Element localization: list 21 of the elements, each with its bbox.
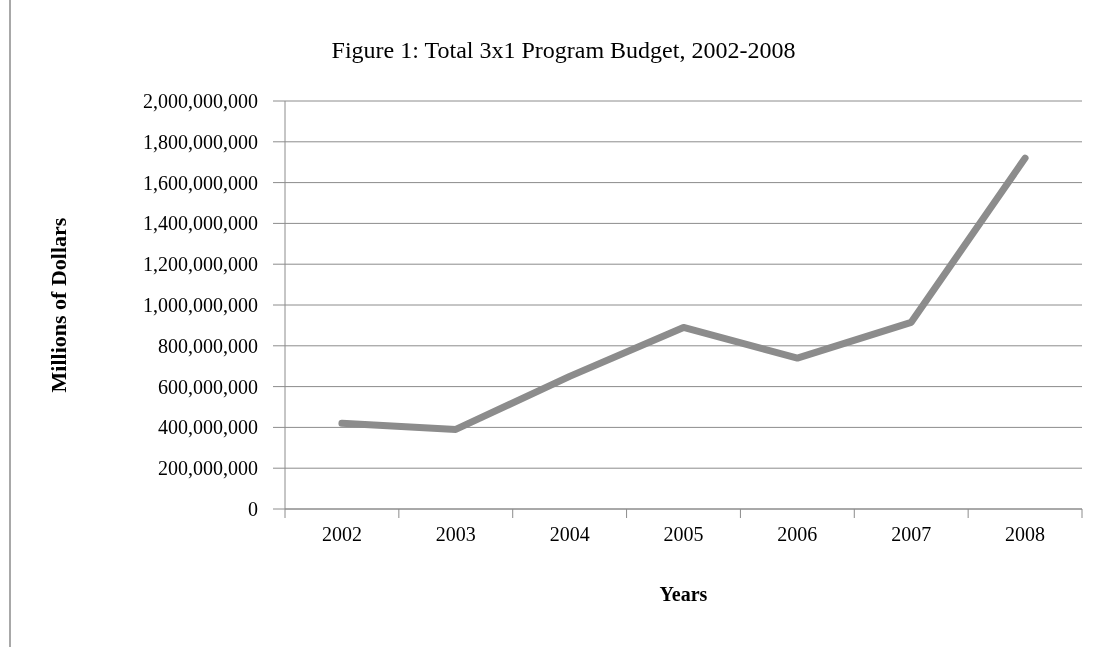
y-tick-label: 200,000,000: [158, 457, 258, 480]
x-tick-label: 2006: [777, 523, 818, 545]
x-tick-label: 2004: [549, 523, 590, 545]
x-axis-title: Years: [659, 583, 708, 605]
x-tick-label: 2002: [321, 523, 362, 545]
x-tick-label: 2008: [1005, 523, 1046, 545]
y-tick-label: 0: [248, 498, 258, 520]
y-tick-label: 800,000,000: [158, 334, 258, 357]
y-tick-label: 1,200,000,000: [143, 253, 258, 276]
y-tick-label: 1,400,000,000: [143, 212, 258, 235]
y-tick-label: 2,000,000,000: [143, 90, 258, 112]
x-tick-label: 2007: [891, 523, 932, 545]
y-tick-label: 1,000,000,000: [143, 294, 258, 316]
x-tick-label: 2005: [663, 523, 704, 545]
y-tick-label: 1,800,000,000: [143, 130, 258, 153]
y-tick-label: 600,000,000: [158, 375, 258, 398]
y-tick-label: 1,600,000,000: [143, 171, 258, 194]
x-tick-label: 2003: [435, 523, 476, 545]
chart-title: Figure 1: Total 3x1 Program Budget, 2002-2008: [331, 37, 796, 63]
y-tick-label: 400,000,000: [158, 416, 258, 439]
y-axis-title: Millions of Dollars: [46, 217, 71, 393]
